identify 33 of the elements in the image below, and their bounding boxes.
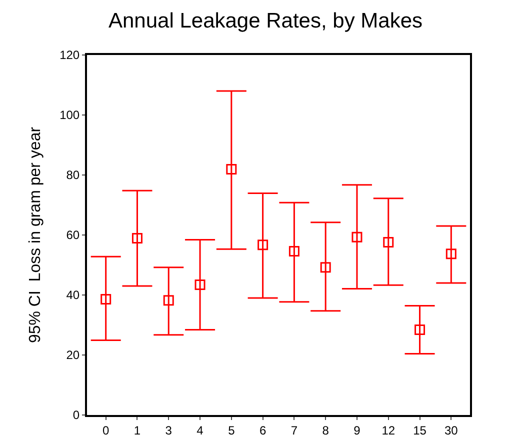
point	[320, 262, 331, 273]
point	[258, 240, 268, 250]
x-tick-label: 9	[354, 423, 361, 438]
chart-title: Annual Leakage Rates, by Makes	[108, 10, 423, 33]
point	[226, 164, 237, 175]
point	[100, 294, 112, 304]
y-tick-label: 20	[66, 348, 80, 362]
y-tick-label: 120	[60, 48, 80, 62]
y-tick-label: 40	[66, 288, 80, 302]
x-tick-label: 6	[259, 423, 266, 438]
x-tick-label: 15	[413, 423, 427, 438]
point	[132, 233, 142, 244]
point	[414, 324, 426, 336]
x-tick-label: 7	[290, 423, 298, 438]
x-tick-label: 12	[382, 423, 396, 438]
y-tick-label: 60	[66, 228, 80, 242]
y-tick-label: 0	[72, 408, 80, 422]
point	[288, 246, 300, 256]
x-tick-label: 4	[196, 423, 204, 438]
point	[383, 236, 394, 248]
y-tick-label: 80	[66, 168, 80, 182]
x-tick-label: 8	[322, 423, 330, 438]
x-tick-label: 5	[228, 423, 236, 438]
point	[446, 248, 456, 260]
x-tick-label: 30	[444, 423, 458, 438]
point	[352, 232, 362, 242]
x-tick-label: 3	[165, 423, 172, 438]
x-tick-label: 0	[102, 423, 110, 438]
y-tick-label: 100	[60, 108, 80, 122]
y-axis-title: 95% CI Loss in gram per year	[26, 126, 44, 344]
point	[194, 280, 206, 290]
point	[163, 295, 174, 306]
x-tick-label: 1	[134, 423, 141, 438]
